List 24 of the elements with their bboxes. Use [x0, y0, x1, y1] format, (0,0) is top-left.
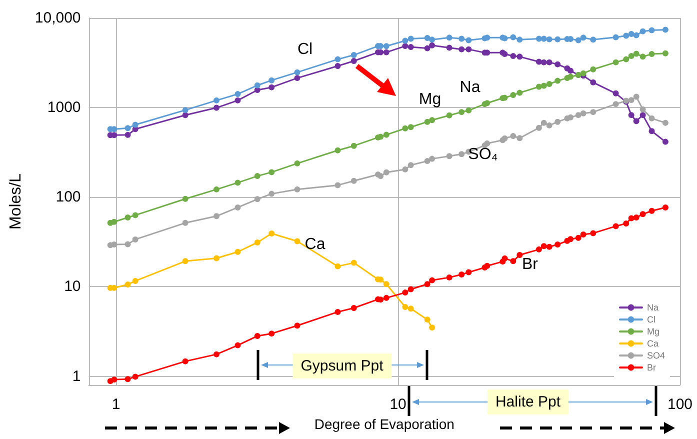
legend-label: Ca — [646, 338, 659, 348]
annotation: Gypsum Ppt — [292, 354, 392, 378]
annotation: Cl — [297, 41, 313, 59]
x-tick-label: 1 — [112, 396, 120, 413]
y-tick-label: 10 — [64, 278, 81, 296]
x-tick-label: 10 — [390, 396, 406, 413]
x-tick-label: 100 — [667, 396, 693, 413]
annotation: Na — [460, 79, 480, 97]
y-tick-label: 1000 — [47, 99, 81, 116]
x-axis-title: Degree of Evaporation — [314, 416, 454, 432]
y-tick-label: 1 — [72, 368, 81, 385]
legend-label: Cl — [646, 314, 656, 324]
annotation: Ca — [304, 236, 326, 254]
annotation: Mg — [418, 91, 442, 109]
annotation: SO₄ — [468, 146, 498, 164]
text: Halite Ppt — [487, 390, 569, 414]
y-axis-title: Moles/L — [8, 173, 24, 230]
annotation: Br — [522, 256, 538, 274]
legend-label: Mg — [646, 326, 660, 336]
y-tick-label: 100 — [56, 188, 81, 206]
legend-label: Br — [646, 362, 656, 372]
legend-label: SO4 — [646, 350, 666, 360]
y-tick-label: 10,000 — [34, 10, 81, 26]
legend-label: Na — [646, 302, 659, 312]
